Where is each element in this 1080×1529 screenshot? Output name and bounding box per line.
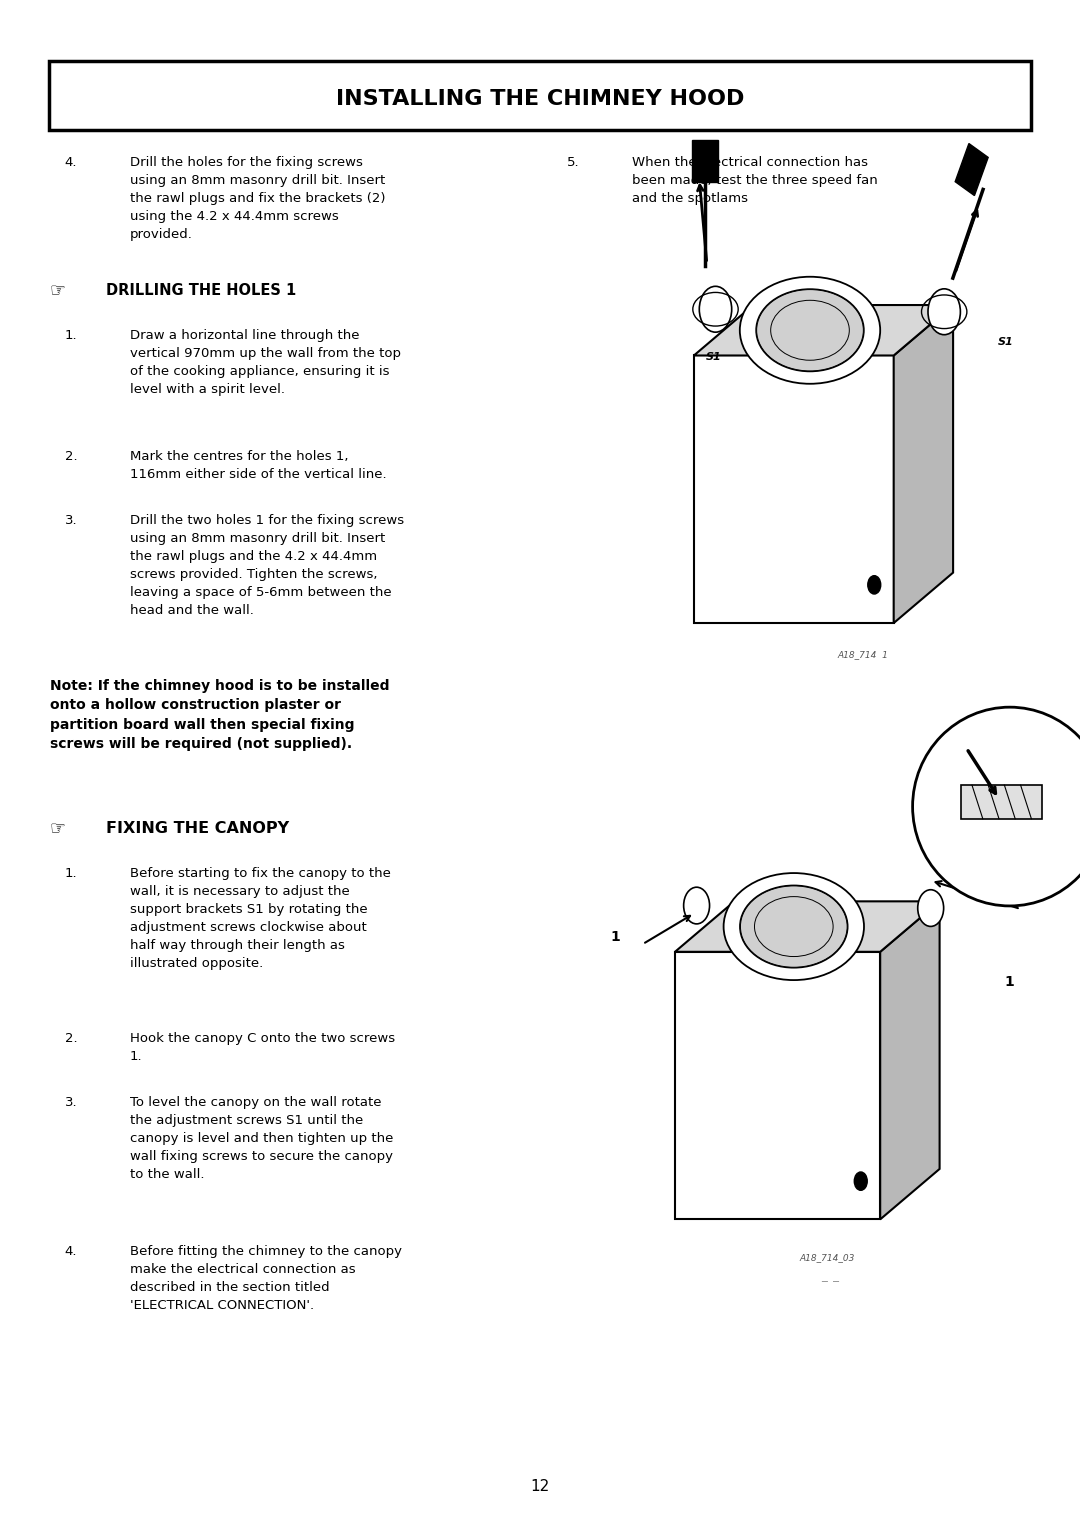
Text: 4.: 4. [65, 1245, 78, 1258]
Polygon shape [693, 355, 894, 624]
Text: Draw a horizontal line through the
vertical 970mm up the wall from the top
of th: Draw a horizontal line through the verti… [130, 329, 401, 396]
Text: ☞: ☞ [50, 281, 66, 300]
Text: 1: 1 [610, 930, 621, 943]
Text: 3.: 3. [65, 1096, 78, 1110]
Circle shape [918, 890, 944, 927]
Text: 5.: 5. [567, 156, 580, 170]
Circle shape [868, 575, 881, 593]
Polygon shape [675, 901, 940, 951]
Text: ☞: ☞ [50, 820, 66, 838]
Text: 4.: 4. [65, 156, 78, 170]
Text: Drill the holes for the fixing screws
using an 8mm masonry drill bit. Insert
the: Drill the holes for the fixing screws us… [130, 156, 386, 242]
Text: 12: 12 [530, 1479, 550, 1494]
Bar [955, 144, 988, 196]
Polygon shape [894, 304, 954, 624]
Ellipse shape [913, 706, 1080, 905]
Ellipse shape [756, 289, 864, 372]
Text: FIXING THE CANOPY: FIXING THE CANOPY [106, 821, 289, 836]
FancyBboxPatch shape [49, 61, 1031, 130]
Text: A18_714  1: A18_714 1 [837, 650, 888, 659]
Text: Drill the two holes 1 for the fixing screws
using an 8mm masonry drill bit. Inse: Drill the two holes 1 for the fixing scr… [130, 514, 404, 616]
Text: Hook the canopy C onto the two screws
1.: Hook the canopy C onto the two screws 1. [130, 1032, 394, 1063]
Text: DRILLING THE HOLES 1: DRILLING THE HOLES 1 [106, 283, 296, 298]
Text: 3.: 3. [65, 514, 78, 528]
Polygon shape [880, 901, 940, 1220]
Text: Note: If the chimney hood is to be installed
onto a hollow construction plaster : Note: If the chimney hood is to be insta… [50, 679, 389, 751]
Ellipse shape [740, 277, 880, 384]
Text: To level the canopy on the wall rotate
the adjustment screws S1 until the
canopy: To level the canopy on the wall rotate t… [130, 1096, 393, 1182]
Text: ─  ─: ─ ─ [821, 1278, 839, 1287]
Polygon shape [693, 304, 954, 355]
Circle shape [854, 1171, 867, 1190]
Text: S1: S1 [705, 352, 721, 362]
Text: 1: 1 [1004, 976, 1015, 989]
Text: 2.: 2. [65, 1032, 78, 1046]
Text: 2.: 2. [65, 450, 78, 463]
Circle shape [928, 289, 960, 335]
Ellipse shape [740, 885, 848, 968]
Text: INSTALLING THE CHIMNEY HOOD: INSTALLING THE CHIMNEY HOOD [336, 89, 744, 110]
Polygon shape [675, 951, 880, 1220]
Ellipse shape [724, 873, 864, 980]
Text: When the electrical connection has
been made, test the three speed fan
and the s: When the electrical connection has been … [632, 156, 878, 205]
Text: 1.: 1. [65, 867, 78, 881]
Text: Before fitting the chimney to the canopy
make the electrical connection as
descr: Before fitting the chimney to the canopy… [130, 1245, 402, 1312]
Text: A18_714_03: A18_714_03 [799, 1254, 854, 1261]
Circle shape [684, 887, 710, 924]
Text: Mark the centres for the holes 1,
116mm either side of the vertical line.: Mark the centres for the holes 1, 116mm … [130, 450, 387, 480]
Bar [961, 786, 1042, 820]
Text: Before starting to fix the canopy to the
wall, it is necessary to adjust the
sup: Before starting to fix the canopy to the… [130, 867, 391, 969]
Text: S1: S1 [998, 338, 1014, 347]
Text: 1.: 1. [65, 329, 78, 342]
Circle shape [700, 286, 732, 332]
Bar [692, 139, 718, 182]
